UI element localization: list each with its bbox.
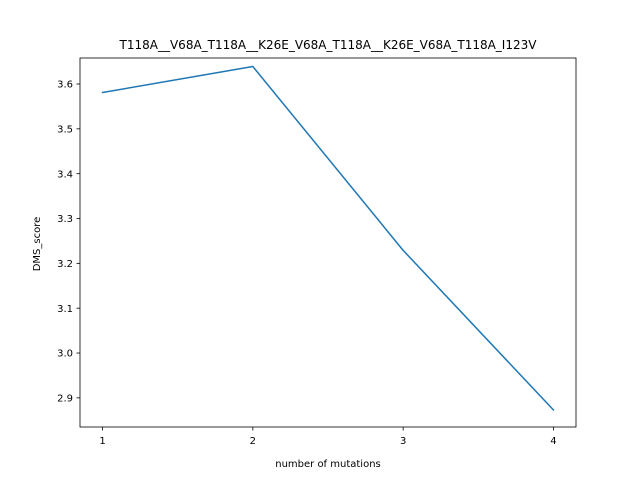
y-tick-label: 2.9 [57,393,73,404]
x-tick-label: 2 [250,436,256,447]
y-tick-label: 3.5 [57,124,73,135]
y-tick-label: 3.3 [57,214,73,225]
x-tick-label: 3 [400,436,406,447]
chart-title: T118A__V68A_T118A__K26E_V68A_T118A__K26E… [119,38,538,52]
y-tick-label: 3.4 [57,169,73,180]
plot-area: 1 2 3 4 2.9 3.0 3.1 3.2 3.3 3.4 3.5 3.6 [57,57,577,447]
y-tick-label: 3.2 [57,259,73,270]
x-tick-label: 4 [550,436,556,447]
x-axis-label: number of mutations [275,459,381,470]
y-tick-label: 3.1 [57,304,73,315]
y-tick-label: 3.0 [57,349,73,360]
series-line-0 [101,65,555,412]
x-tick-label: 1 [99,436,105,447]
y-tick-label: 3.6 [57,80,73,91]
axes-frame [79,57,577,428]
y-axis-label: DMS_score [32,217,43,272]
